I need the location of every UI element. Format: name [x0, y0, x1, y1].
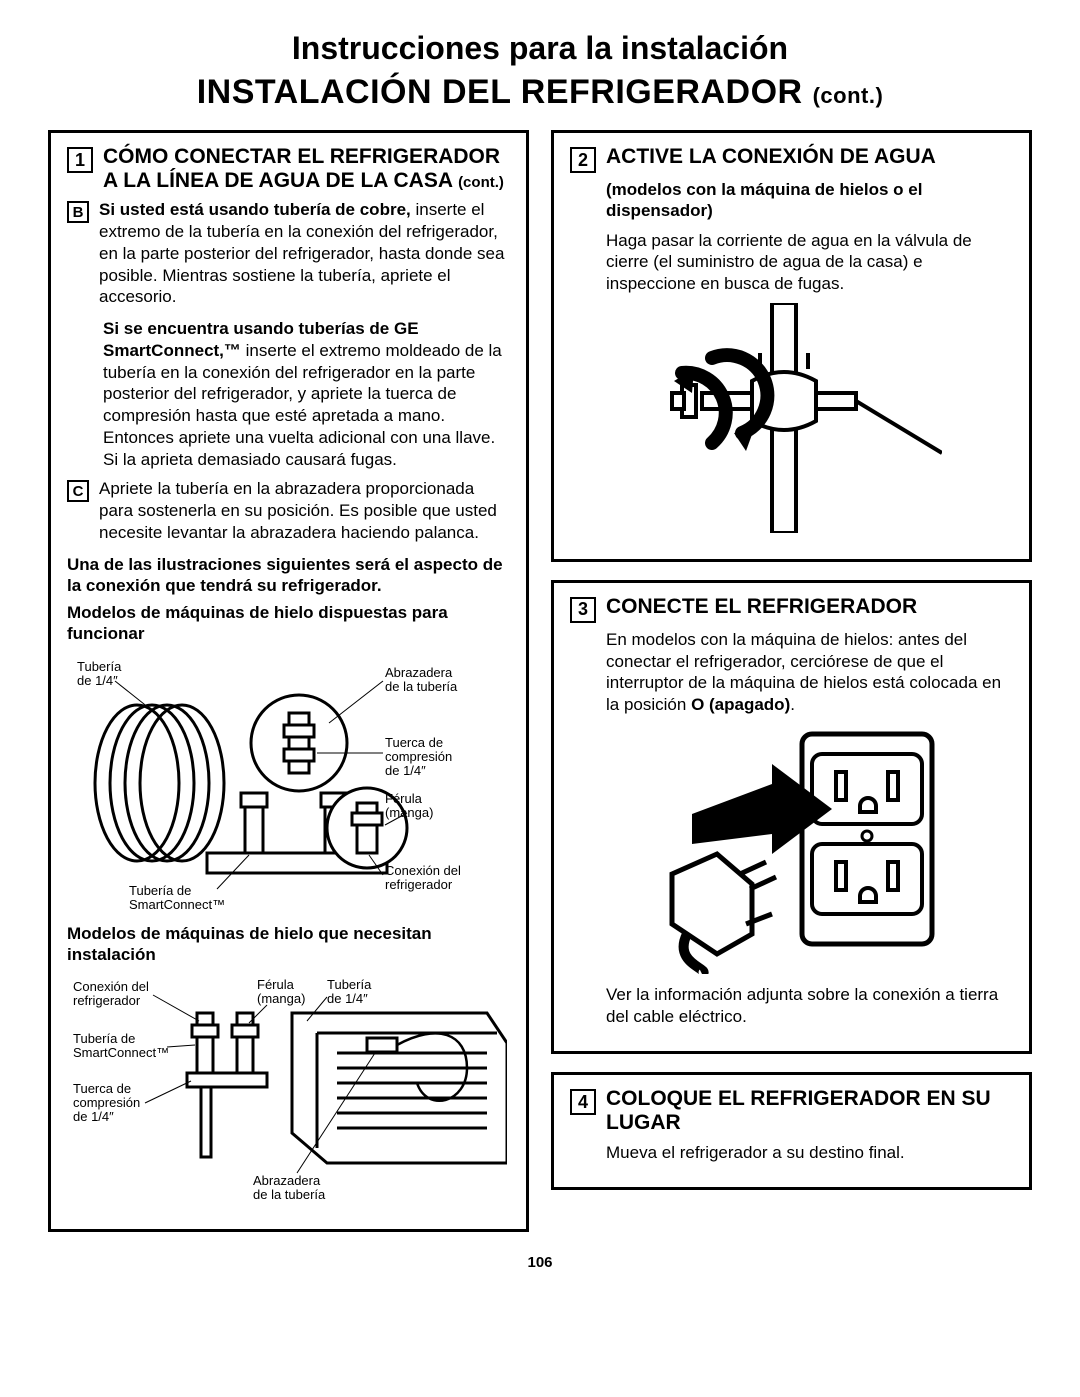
step3-head: 3 CONECTE EL REFRIGERADOR: [570, 595, 1013, 623]
figure-valve: [570, 303, 1013, 533]
step4-number: 4: [570, 1089, 596, 1115]
page-number: 106: [48, 1254, 1032, 1271]
item-c-label: C: [67, 480, 89, 502]
fig1-label-tubing14: Tuberíade 1/4″: [77, 659, 122, 688]
step2-text: Haga pasar la corriente de agua en la vá…: [606, 230, 1013, 295]
step3-text-bold: O (apagado): [691, 695, 790, 714]
step3-box: 3 CONECTE EL REFRIGERADOR En modelos con…: [551, 580, 1032, 1055]
step4-text: Mueva el refrigerador a su destino final…: [606, 1142, 1013, 1164]
step1-title-cont: (cont.): [458, 174, 504, 191]
step4-title: COLOQUE EL REFRIGERADOR EN SU LUGAR: [606, 1087, 1013, 1135]
fig1-label-refconn: Conexión delrefrigerador: [385, 863, 461, 892]
item-b-label: B: [67, 201, 89, 223]
step2-number: 2: [570, 147, 596, 173]
step1-title-text: CÓMO CONECTAR EL REFRIGERADOR A LA LÍNEA…: [103, 145, 500, 192]
header-super: Instrucciones para la instalación: [48, 30, 1032, 67]
step1-box: 1 CÓMO CONECTAR EL REFRIGERADOR A LA LÍN…: [48, 130, 529, 1232]
valve-svg: [642, 303, 942, 533]
step1-item-c: C Apriete la tubería en la abrazadera pr…: [67, 478, 510, 543]
step3-footer: Ver la información adjunta sobre la cone…: [606, 984, 1013, 1028]
fig2-label-nut: Tuerca decompresiónde 1/4″: [73, 1081, 140, 1124]
step3-title: CONECTE EL REFRIGERADOR: [606, 595, 917, 619]
fig2-svg: Conexión delrefrigerador Férula(manga) T…: [67, 973, 507, 1203]
fig1-title: Modelos de máquinas de hielo dispuestas …: [67, 602, 510, 645]
fig1-svg: Tuberíade 1/4″: [67, 653, 507, 913]
step2-box: 2 ACTIVE LA CONEXIÓN DE AGUA (modelos co…: [551, 130, 1032, 562]
item-b-text: Si usted está usando tubería de cobre, i…: [99, 199, 510, 308]
step4-head: 4 COLOQUE EL REFRIGERADOR EN SU LUGAR: [570, 1087, 1013, 1135]
step1-number: 1: [67, 147, 93, 173]
fig1-label-nut: Tuerca decompresiónde 1/4″: [385, 735, 452, 778]
step1-title: CÓMO CONECTAR EL REFRIGERADOR A LA LÍNEA…: [103, 145, 510, 193]
fig1-label-ferrule: Férula(manga): [385, 791, 433, 820]
step3-text-pre: En modelos con la máquina de hielos: ant…: [606, 630, 1001, 714]
doc-header: Instrucciones para la instalación INSTAL…: [48, 30, 1032, 112]
step3-number: 3: [570, 597, 596, 623]
page: Instrucciones para la instalación INSTAL…: [0, 0, 1080, 1291]
fig2-label-clamp: Abrazaderade la tubería: [253, 1173, 326, 1202]
figure-plug-outlet: [570, 724, 1013, 974]
header-title-cont: (cont.): [813, 83, 884, 108]
figure-icemaker-install: Conexión delrefrigerador Férula(manga) T…: [67, 973, 510, 1203]
step4-box: 4 COLOQUE EL REFRIGERADOR EN SU LUGAR Mu…: [551, 1072, 1032, 1190]
content-columns: 1 CÓMO CONECTAR EL REFRIGERADOR A LA LÍN…: [48, 130, 1032, 1250]
step2-subtitle: (modelos con la máquina de hielos o el d…: [606, 179, 1013, 222]
figure-icemaker-ready: Tuberíade 1/4″: [67, 653, 510, 913]
left-column: 1 CÓMO CONECTAR EL REFRIGERADOR A LA LÍN…: [48, 130, 529, 1250]
step2-title: ACTIVE LA CONEXIÓN DE AGUA: [606, 145, 936, 169]
header-title: INSTALACIÓN DEL REFRIGERADOR (cont.): [48, 73, 1032, 112]
step1-head: 1 CÓMO CONECTAR EL REFRIGERADOR A LA LÍN…: [67, 145, 510, 193]
step1-note1: Una de las ilustraciones siguientes será…: [67, 554, 510, 597]
item-c-text: Apriete la tubería en la abrazadera prop…: [99, 478, 510, 543]
fig2-label-ferrule: Férula(manga): [257, 977, 305, 1006]
fig2-title: Modelos de máquinas de hielo que necesit…: [67, 923, 510, 966]
step1-para-smartconnect: Si se encuentra usando tuberías de GE Sm…: [103, 318, 510, 470]
fig2-label-tubing14: Tuberíade 1/4″: [327, 977, 372, 1006]
header-title-main: INSTALACIÓN DEL REFRIGERADOR: [197, 73, 803, 111]
fig2-label-refconn: Conexión delrefrigerador: [73, 979, 149, 1008]
fig2-label-sctubing: Tubería deSmartConnect™: [73, 1031, 169, 1060]
item-b-lead: Si usted está usando tubería de cobre,: [99, 200, 411, 219]
step3-text: En modelos con la máquina de hielos: ant…: [606, 629, 1013, 716]
plug-svg: [632, 724, 952, 974]
fig1-label-clamp: Abrazaderade la tubería: [385, 665, 458, 694]
step3-text-post: .: [790, 695, 795, 714]
right-column: 2 ACTIVE LA CONEXIÓN DE AGUA (modelos co…: [551, 130, 1032, 1250]
fig1-label-sctubing: Tubería deSmartConnect™: [129, 883, 225, 912]
step1-item-b: B Si usted está usando tubería de cobre,…: [67, 199, 510, 308]
step2-head: 2 ACTIVE LA CONEXIÓN DE AGUA: [570, 145, 1013, 173]
